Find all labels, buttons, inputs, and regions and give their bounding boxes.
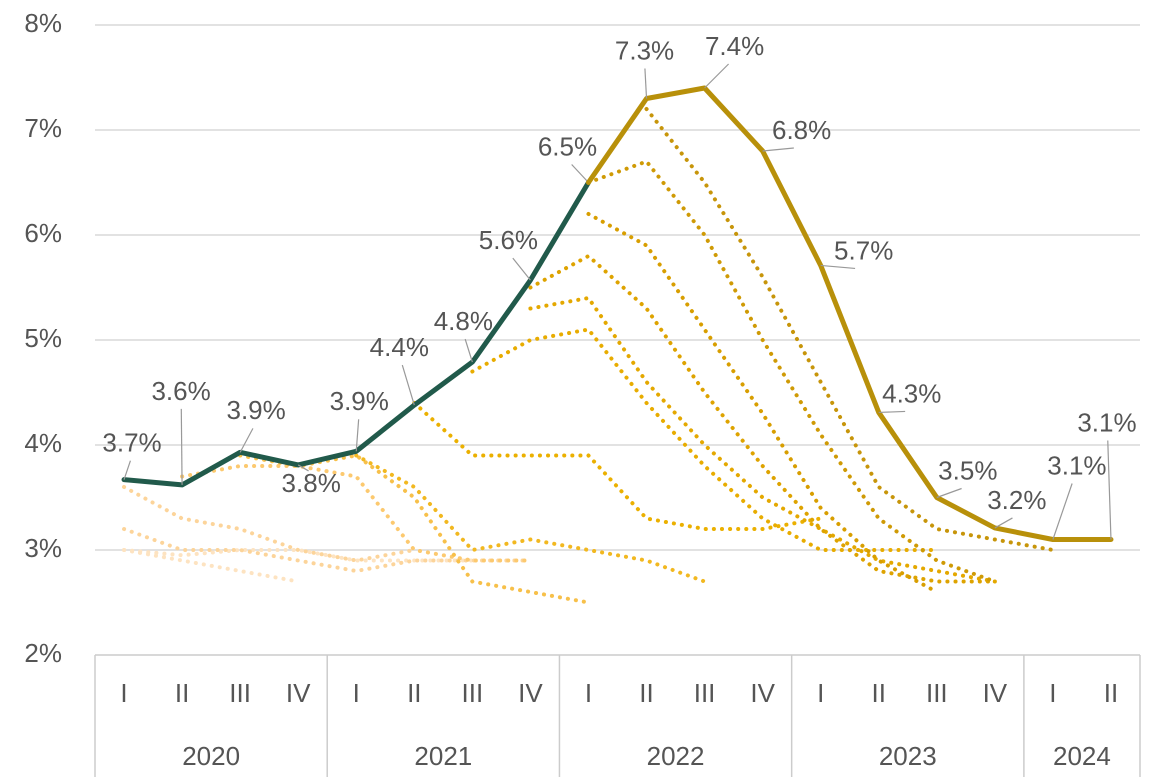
label-leader xyxy=(355,419,360,452)
label-leader xyxy=(464,338,473,363)
x-group-label: 2023 xyxy=(879,741,937,771)
y-tick-label: 6% xyxy=(24,218,62,248)
data-label: 4.8% xyxy=(434,306,493,336)
label-leader xyxy=(180,408,183,485)
x-tick-label: I xyxy=(120,678,127,708)
forecast-line xyxy=(586,212,939,594)
x-tick-label: I xyxy=(353,678,360,708)
x-tick-label: III xyxy=(462,678,484,708)
x-tick-label: III xyxy=(926,678,948,708)
x-tick-label: II xyxy=(639,678,653,708)
label-leader xyxy=(878,410,906,414)
forecast-line xyxy=(586,159,997,584)
forecast-line xyxy=(528,296,997,584)
data-label: 3.8% xyxy=(282,468,341,498)
data-label: 3.6% xyxy=(151,376,210,406)
data-label: 5.7% xyxy=(834,235,893,265)
x-group-label: 2022 xyxy=(647,741,705,771)
data-label: 5.6% xyxy=(479,225,538,255)
forecast-line xyxy=(354,453,707,584)
data-label: 3.7% xyxy=(102,428,161,458)
forecast-line xyxy=(122,548,301,584)
label-leader xyxy=(1052,483,1073,540)
label-leader xyxy=(704,63,730,89)
forecast-line xyxy=(528,254,997,584)
label-leader xyxy=(936,487,962,499)
label-leader xyxy=(571,164,589,183)
y-tick-label: 7% xyxy=(24,113,62,143)
label-leader xyxy=(762,147,794,152)
data-label: 3.9% xyxy=(227,395,286,425)
forecast-line xyxy=(470,327,939,552)
x-tick-label: I xyxy=(1049,678,1056,708)
label-leader xyxy=(994,517,1013,529)
data-label: 3.5% xyxy=(938,455,997,485)
data-label: 6.8% xyxy=(772,115,831,145)
y-tick-label: 5% xyxy=(24,323,62,353)
x-group-label: 2021 xyxy=(414,741,472,771)
y-tick-label: 3% xyxy=(24,533,62,563)
data-label: 6.5% xyxy=(538,131,597,161)
data-label: 3.9% xyxy=(330,386,389,416)
x-tick-label: II xyxy=(407,678,421,708)
x-tick-label: IV xyxy=(750,678,775,708)
y-tick-label: 2% xyxy=(24,638,62,668)
forecast-line xyxy=(180,464,533,563)
label-leader xyxy=(297,464,309,472)
data-label: 7.3% xyxy=(615,35,674,65)
label-leader xyxy=(820,264,856,270)
x-tick-label: II xyxy=(175,678,189,708)
label-leader xyxy=(123,460,131,480)
label-leader xyxy=(644,68,648,99)
forecast-line xyxy=(122,527,533,573)
x-tick-label: IV xyxy=(518,678,543,708)
x-tick-label: IV xyxy=(286,678,311,708)
actual-line xyxy=(585,85,1114,542)
x-group-label: 2024 xyxy=(1053,741,1111,771)
data-label: 3.2% xyxy=(987,485,1046,515)
data-label: 3.1% xyxy=(1047,450,1106,480)
forecast-line xyxy=(644,107,1055,552)
forecast-line xyxy=(412,401,823,531)
forecast-line xyxy=(122,548,475,563)
x-group-label: 2020 xyxy=(182,741,240,771)
x-tick-label: IV xyxy=(983,678,1008,708)
x-tick-label: II xyxy=(872,678,886,708)
label-leader xyxy=(239,428,254,453)
data-label: 7.4% xyxy=(705,31,764,61)
y-tick-label: 8% xyxy=(24,8,62,38)
forecast-line xyxy=(122,485,417,563)
x-tick-label: III xyxy=(229,678,251,708)
label-leader xyxy=(512,257,531,281)
data-label: 3.1% xyxy=(1077,407,1136,437)
label-leader xyxy=(1107,440,1112,540)
y-tick-label: 4% xyxy=(24,428,62,458)
label-leader xyxy=(401,364,415,406)
data-label: 4.3% xyxy=(882,378,941,408)
x-tick-label: I xyxy=(585,678,592,708)
data-label: 4.4% xyxy=(370,332,429,362)
x-tick-label: II xyxy=(1104,678,1118,708)
x-tick-label: I xyxy=(817,678,824,708)
x-tick-label: III xyxy=(694,678,716,708)
